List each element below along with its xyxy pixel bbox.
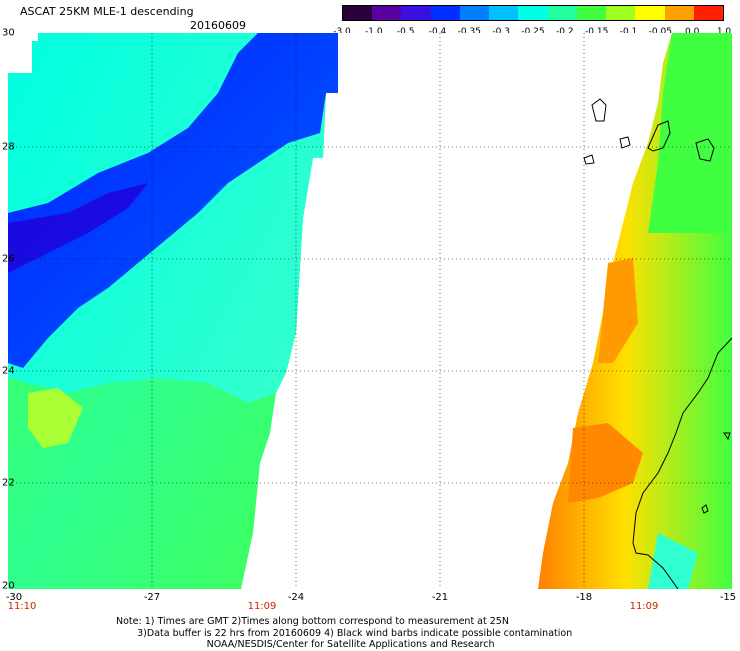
island-2 [619,136,631,149]
lon-label-m21: -21 [431,592,449,603]
lat-label-22: 22 [2,477,15,489]
lat-label-20: 20 [2,580,15,592]
colorbar-label: -0.2 [556,27,574,37]
graticule [8,33,732,589]
colorbar-label: -0.05 [648,27,672,37]
colorbar-label: -0.15 [585,27,609,37]
africa-coastline [632,337,732,589]
colorbar-segment [606,6,636,20]
colorbar-segment [459,6,490,20]
swath-time-east: 11:09 [629,601,659,612]
colorbar-segment [401,6,431,20]
colorbar-label: -3.0 [333,27,351,37]
map-date: 20160609 [190,19,246,32]
island-7 [723,432,731,441]
lon-label-m18: -18 [575,592,593,603]
colorbar-segment [576,6,607,20]
colorbar-segment [489,6,519,20]
map-title: ASCAT 25KM MLE-1 descending [20,5,194,18]
west-swath-blue [8,33,338,368]
lon-label-m30: -30 [5,592,23,603]
colorbar-label: -0.5 [396,27,415,37]
map-area [8,33,732,589]
island-3 [583,154,595,165]
colorbar-segment [430,6,460,20]
lon-label-m15: -15 [719,592,737,603]
swath-time-west: 11:10 [7,601,37,612]
colorbar [342,5,724,21]
colorbar-label: -1.0 [365,27,383,37]
colorbar-segment [518,6,548,20]
island-6 [701,504,709,514]
east-swath-orange-band [598,258,638,363]
swath-time-mid: 11:09 [247,601,277,612]
colorbar-segment [635,6,665,20]
lat-label-26: 26 [2,253,15,265]
island-4 [647,120,671,152]
west-swath-deep-blue [8,183,148,273]
east-swath-cyan-corner [648,533,698,589]
colorbar-label: 0.0 [684,27,700,37]
colorbar-segment [664,6,694,20]
footer-note: Note: 1) Times are GMT 2)Times along bot… [116,616,573,650]
lat-label-24: 24 [2,365,15,377]
colorbar-label: -0.1 [619,27,638,37]
colorbar-segment [693,6,724,20]
colorbar-segment [372,6,402,20]
lat-label-28: 28 [2,141,15,153]
lon-label-m27: -27 [143,592,161,603]
colorbar-labels: -3.0 -1.0 -0.5 -0.4 -0.35 -0.3 -0.25 -0.2 -0.15-… [330,27,740,39]
island-5 [695,138,715,162]
colorbar-segment [547,6,577,20]
east-swath-green-top [648,33,732,233]
colorbar-segment [343,6,373,20]
island-1 [591,98,607,122]
west-swath-yellow-patch [28,388,83,448]
colorbar-label: -0.35 [457,27,481,37]
colorbar-label: -0.25 [521,27,545,37]
lon-label-m24: -24 [287,592,305,603]
colorbar-label: -0.4 [428,27,447,37]
lat-label-30: 30 [2,27,15,39]
map-plot [8,33,732,589]
colorbar-label: -0.3 [492,27,510,37]
colorbar-label: 1.0 [716,27,732,37]
